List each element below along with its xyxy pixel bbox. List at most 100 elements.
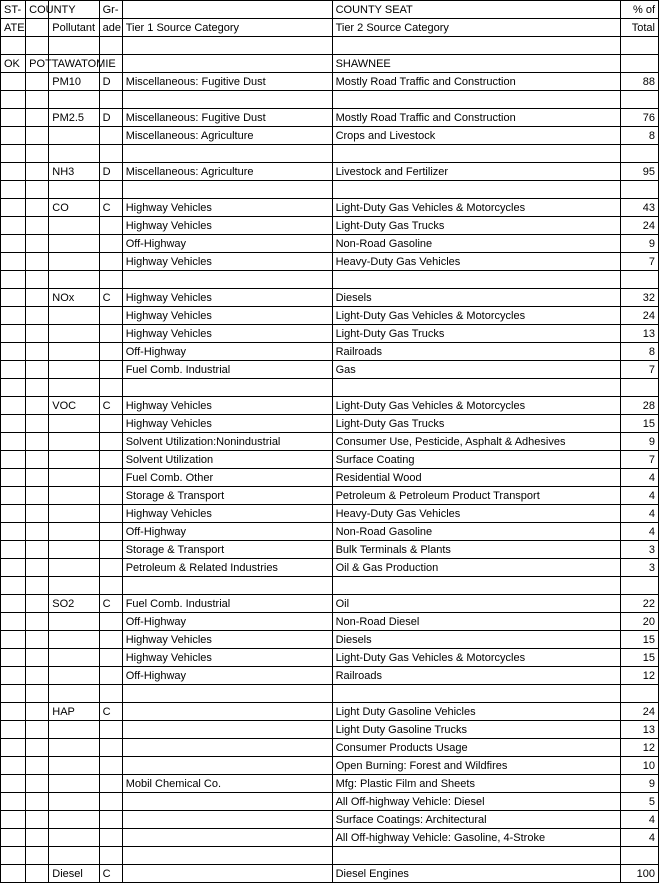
cell-pollutant <box>49 559 99 577</box>
cell-grade: C <box>99 199 122 217</box>
table-row: Mobil Chemical Co.Mfg: Plastic Film and … <box>1 775 659 793</box>
cell-grade <box>99 37 122 55</box>
table-row: ATEPollutantadeTier 1 Source CategoryTie… <box>1 19 659 37</box>
table-row: HAPCLight Duty Gasoline Vehicles24 <box>1 703 659 721</box>
cell-grade <box>99 235 122 253</box>
cell-county <box>26 19 49 37</box>
cell-county <box>26 127 49 145</box>
cell-pct: 4 <box>621 523 659 541</box>
cell-pct: 24 <box>621 307 659 325</box>
cell-pct: 8 <box>621 343 659 361</box>
cell-grade <box>99 829 122 847</box>
cell-tier2: Light Duty Gasoline Vehicles <box>332 703 621 721</box>
cell-tier1: Off-Highway <box>122 523 332 541</box>
table-row <box>1 181 659 199</box>
cell-pollutant <box>49 487 99 505</box>
cell-grade <box>99 721 122 739</box>
cell-pollutant: Diesel <box>49 865 99 883</box>
cell-county <box>26 613 49 631</box>
table-row <box>1 685 659 703</box>
cell-grade <box>99 181 122 199</box>
cell-county <box>26 181 49 199</box>
cell-tier2: Heavy-Duty Gas Vehicles <box>332 253 621 271</box>
table-row: Open Burning: Forest and Wildfires10 <box>1 757 659 775</box>
cell-pct: 4 <box>621 505 659 523</box>
cell-tier2: Light-Duty Gas Trucks <box>332 325 621 343</box>
cell-grade: Gr- <box>99 1 122 19</box>
cell-county <box>26 649 49 667</box>
cell-pct: 9 <box>621 433 659 451</box>
cell-pollutant: PM2.5 <box>49 109 99 127</box>
cell-pollutant <box>49 541 99 559</box>
cell-state <box>1 469 26 487</box>
cell-pct: 88 <box>621 73 659 91</box>
cell-county <box>26 865 49 883</box>
table-row: Highway VehiclesDiesels15 <box>1 631 659 649</box>
cell-pct <box>621 271 659 289</box>
cell-tier2: SHAWNEE <box>332 55 621 73</box>
table-row: PM10DMiscellaneous: Fugitive DustMostly … <box>1 73 659 91</box>
cell-state <box>1 397 26 415</box>
cell-tier2: Oil & Gas Production <box>332 559 621 577</box>
cell-tier2: Diesels <box>332 289 621 307</box>
table-row: Off-HighwayNon-Road Gasoline4 <box>1 523 659 541</box>
cell-tier2: Light-Duty Gas Vehicles & Motorcycles <box>332 199 621 217</box>
cell-tier1 <box>122 379 332 397</box>
cell-state <box>1 451 26 469</box>
cell-pct: 7 <box>621 361 659 379</box>
cell-state <box>1 181 26 199</box>
cell-tier2: COUNTY SEAT <box>332 1 621 19</box>
cell-grade <box>99 271 122 289</box>
cell-tier2 <box>332 271 621 289</box>
cell-state <box>1 235 26 253</box>
table-row: All Off-highway Vehicle: Diesel5 <box>1 793 659 811</box>
cell-pct <box>621 847 659 865</box>
cell-state <box>1 775 26 793</box>
cell-tier1: Highway Vehicles <box>122 415 332 433</box>
cell-county <box>26 721 49 739</box>
cell-pct: 5 <box>621 793 659 811</box>
cell-county <box>26 109 49 127</box>
cell-tier1: Off-Highway <box>122 613 332 631</box>
cell-tier2: All Off-highway Vehicle: Gasoline, 4-Str… <box>332 829 621 847</box>
cell-pollutant <box>49 37 99 55</box>
cell-grade <box>99 559 122 577</box>
cell-county <box>26 775 49 793</box>
table-row: Consumer Products Usage12 <box>1 739 659 757</box>
cell-grade <box>99 811 122 829</box>
cell-county <box>26 289 49 307</box>
cell-grade <box>99 91 122 109</box>
cell-grade: C <box>99 865 122 883</box>
table-row: DieselCDiesel Engines100 <box>1 865 659 883</box>
cell-county <box>26 685 49 703</box>
cell-grade: C <box>99 703 122 721</box>
cell-pollutant <box>49 685 99 703</box>
cell-grade <box>99 127 122 145</box>
cell-grade <box>99 307 122 325</box>
cell-pollutant: CO <box>49 199 99 217</box>
cell-pollutant <box>49 91 99 109</box>
cell-pct: 9 <box>621 775 659 793</box>
cell-grade <box>99 541 122 559</box>
table-row: Solvent UtilizationSurface Coating7 <box>1 451 659 469</box>
cell-tier1: Highway Vehicles <box>122 289 332 307</box>
cell-county <box>26 361 49 379</box>
cell-grade <box>99 685 122 703</box>
cell-state <box>1 757 26 775</box>
cell-grade <box>99 667 122 685</box>
table-row <box>1 145 659 163</box>
cell-pct: 4 <box>621 487 659 505</box>
cell-grade <box>99 145 122 163</box>
cell-tier2: Light-Duty Gas Vehicles & Motorcycles <box>332 397 621 415</box>
table-row: PM2.5DMiscellaneous: Fugitive DustMostly… <box>1 109 659 127</box>
cell-tier1: Highway Vehicles <box>122 505 332 523</box>
cell-grade <box>99 739 122 757</box>
cell-tier1: Highway Vehicles <box>122 199 332 217</box>
cell-state <box>1 523 26 541</box>
cell-tier2: All Off-highway Vehicle: Diesel <box>332 793 621 811</box>
cell-grade <box>99 847 122 865</box>
cell-grade <box>99 217 122 235</box>
cell-grade <box>99 757 122 775</box>
table-row: Off-HighwayNon-Road Gasoline9 <box>1 235 659 253</box>
cell-tier2: Diesels <box>332 631 621 649</box>
